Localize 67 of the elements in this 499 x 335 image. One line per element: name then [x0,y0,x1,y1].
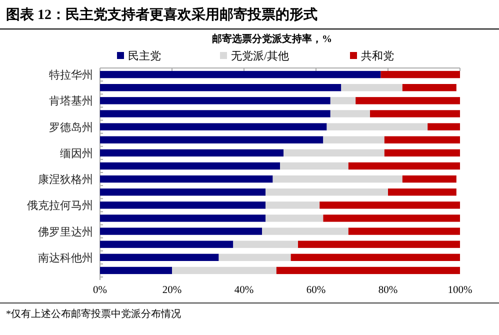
bar [100,240,234,248]
y-tick-label: 康涅狄格州 [38,173,93,186]
bar [100,70,381,78]
bar [172,266,276,274]
bar [100,123,327,130]
bar [100,214,266,222]
bar [384,136,460,144]
title: 图表 12：民主党支持者更喜欢采用邮寄投票的形式 [6,8,318,23]
y-tick-label: 肯塔基州 [49,94,93,108]
bar [266,202,320,209]
bar [330,110,370,118]
bar [100,149,284,156]
bar [330,97,356,104]
bar [284,149,384,156]
bar [348,162,460,170]
legend-label: 共和党 [361,50,394,62]
bar [100,110,330,118]
bar [370,110,460,118]
bar [402,84,456,92]
bar [388,188,456,196]
x-tick-label: 60% [306,285,326,296]
bar [341,84,402,92]
bar [100,175,273,183]
y-tick-label: 缅因州 [60,146,93,160]
bar [100,162,280,170]
bar [428,123,460,130]
bar [272,175,402,183]
bar [290,254,460,261]
chart-subtitle: 邮寄选票分党派支持率，% [212,33,332,45]
y-tick-label: 罗德岛州 [49,120,93,134]
bar [380,70,460,78]
bar [262,228,348,235]
bar [320,202,460,209]
bar [402,175,456,183]
x-tick-label: 80% [378,285,398,296]
bar [100,266,172,274]
bar [356,97,460,104]
bar [323,136,384,144]
legend-label: 无党派/其他 [231,50,290,62]
x-tick-label: 0% [93,285,108,296]
bar [233,240,298,248]
bar [100,188,266,196]
y-tick-label: 佛罗里达州 [38,225,93,238]
bar [348,228,460,235]
bar [100,136,324,144]
text: *仅有上述公布邮寄投票中党派分布情况 [6,308,181,320]
bar [280,162,348,170]
bar [100,254,219,261]
bar [384,149,460,156]
bar [276,266,460,274]
legend-label: 民主党 [128,50,161,62]
x-tick-label: 40% [234,285,254,296]
bar [323,214,460,222]
y-tick-label: 俄克拉何马州 [27,199,93,212]
bar [266,188,388,196]
bar [100,97,330,104]
bar [100,228,262,235]
bar [298,240,460,248]
y-tick-label: 南达科他州 [38,251,93,264]
x-tick-label: 100% [448,285,472,296]
bar [266,214,324,222]
bar [326,123,428,130]
bar [100,84,342,92]
bar [218,254,291,261]
x-tick-label: 20% [162,285,182,296]
bar [100,202,266,209]
y-tick-label: 特拉华州 [49,68,93,82]
